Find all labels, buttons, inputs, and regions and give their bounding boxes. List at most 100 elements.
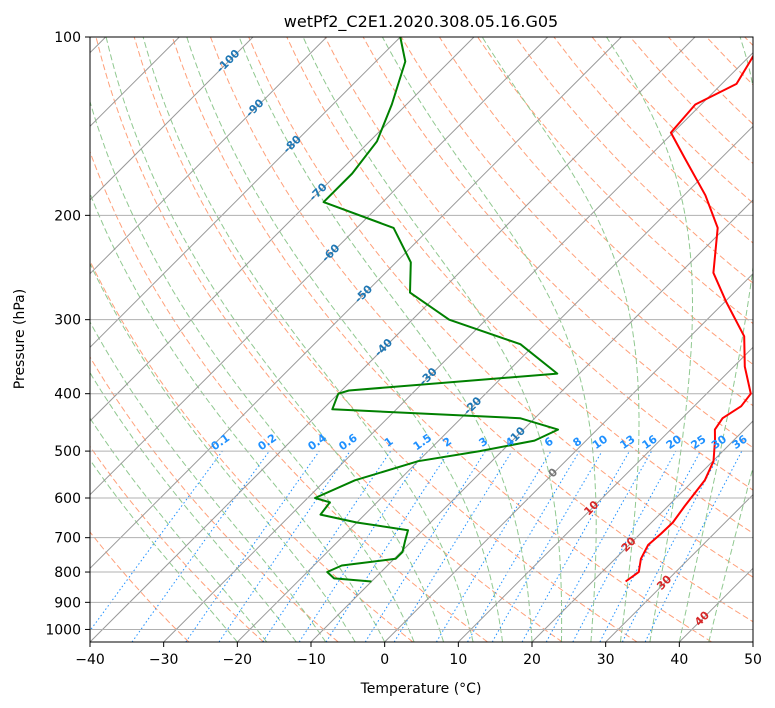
mixing-ratio-line	[545, 450, 653, 642]
y-tick-label: 1000	[45, 622, 81, 638]
x-tick-label: 0	[380, 652, 389, 668]
x-tick-label: −20	[223, 652, 253, 668]
dry-adiabat	[90, 445, 264, 642]
mixing-ratio-label: 13	[617, 433, 637, 452]
isotherm	[310, 199, 753, 642]
moist-adiabat	[186, 37, 503, 642]
moist-adiabat	[90, 262, 356, 642]
y-tick-label: 800	[54, 565, 81, 581]
dry-adiabat	[90, 531, 190, 642]
mixing-ratio-label: 1.5	[411, 431, 434, 453]
isotherm	[163, 51, 753, 642]
x-tick-label: 20	[523, 652, 541, 668]
moist-adiabat	[302, 37, 563, 642]
moist-adiabat	[678, 37, 753, 642]
moist-adiabat	[90, 417, 268, 642]
moist-adiabat	[105, 37, 445, 642]
y-tick-label: 900	[54, 595, 81, 611]
moist-adiabat	[142, 37, 474, 642]
isotherm	[90, 37, 328, 275]
dry-adiabat	[744, 37, 753, 47]
mixing-ratio-line	[218, 450, 351, 642]
dry-adiabat	[668, 37, 753, 125]
mixing-ratio-line	[90, 450, 223, 632]
x-tick-label: 10	[449, 652, 467, 668]
x-axis-label: Temperature (°C)	[360, 681, 482, 697]
moist-adiabat	[90, 459, 238, 642]
temperature-line	[625, 54, 753, 583]
mixing-ratio-label: 8	[571, 435, 585, 450]
isotherm	[90, 37, 622, 570]
moist-adiabat	[90, 192, 386, 642]
plot-frame	[89, 36, 754, 643]
mixing-ratio-label: 25	[689, 433, 709, 452]
mixing-ratio-line	[467, 450, 580, 642]
dry-adiabat	[706, 37, 753, 86]
y-tick-label: 100	[54, 30, 81, 46]
mixing-ratio-label: 3	[477, 435, 491, 450]
x-tick-label: 50	[744, 652, 762, 668]
mixing-ratio-line	[644, 450, 743, 642]
mixing-ratio-line	[393, 450, 513, 642]
mixing-ratio-line	[131, 450, 270, 642]
isotherm	[752, 641, 753, 642]
mixing-ratio-label: 36	[730, 432, 750, 452]
isotherm	[90, 37, 696, 642]
isotherm	[90, 37, 401, 349]
y-tick-label: 200	[54, 208, 81, 224]
isotherm	[90, 37, 549, 496]
isotherm	[457, 346, 753, 642]
mixing-ratio-label: 0.2	[256, 431, 279, 453]
y-axis-label: Pressure (hPa)	[12, 289, 28, 389]
isotherm	[90, 37, 475, 422]
moist-adiabat	[606, 37, 693, 642]
dry-adiabat	[438, 37, 753, 366]
x-tick-label: −10	[296, 652, 326, 668]
x-tick-label: 30	[597, 652, 615, 668]
y-tick-label: 500	[54, 444, 81, 460]
mixing-ratio-line	[435, 450, 552, 642]
moist-adiabat	[238, 37, 533, 642]
mixing-ratio-label: 20	[664, 432, 684, 452]
mixing-ratio-label: 16	[640, 432, 660, 452]
dry-adiabat	[248, 37, 753, 578]
dry-adiabat	[90, 356, 339, 642]
mixing-ratio-label: 0.1	[209, 431, 232, 453]
dry-adiabat	[591, 37, 753, 204]
mixing-ratio-line	[185, 450, 320, 642]
y-tick-label: 400	[54, 387, 81, 403]
mixing-ratio-line	[572, 450, 677, 642]
mixing-ratio-label: 1	[382, 435, 396, 450]
x-tick-label: 40	[670, 652, 688, 668]
mixing-ratio-line	[262, 450, 392, 642]
y-tick-label: 300	[54, 313, 81, 329]
isotherm	[384, 272, 753, 642]
mixing-ratio-label: 10	[590, 432, 610, 452]
dry-adiabat	[90, 259, 414, 642]
moist-adiabat	[90, 371, 297, 642]
mixing-ratio-label: 30	[709, 432, 729, 452]
dry-adiabat	[95, 37, 563, 642]
dry-adiabat	[133, 37, 638, 642]
moist-adiabat	[381, 37, 597, 642]
mixing-ratio-line	[521, 450, 630, 642]
moist-adiabat	[90, 99, 415, 642]
isotherm	[236, 125, 753, 642]
dry-adiabat	[210, 37, 753, 623]
dry-adiabat	[90, 150, 488, 642]
dry-adiabat	[400, 37, 753, 407]
x-tick-label: −40	[75, 652, 105, 668]
moist-adiabat	[481, 37, 640, 642]
mixing-ratio-line	[325, 450, 450, 642]
dewpoint-line	[314, 37, 559, 583]
chart-title: wetPf2_C2E1.2020.308.05.16.G05	[284, 12, 558, 32]
mixing-ratio-label: 0.4	[306, 431, 330, 453]
isotherm	[90, 37, 254, 201]
y-tick-label: 700	[54, 531, 81, 547]
isotherm	[605, 493, 753, 642]
x-tick-label: −30	[149, 652, 179, 668]
isotherm	[678, 567, 753, 642]
isotherm-label: 10	[581, 498, 601, 518]
